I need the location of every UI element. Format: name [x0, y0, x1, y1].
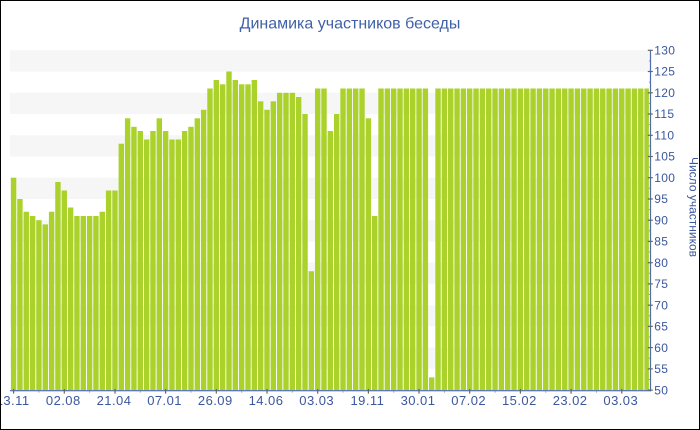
svg-text:07.01: 07.01 — [147, 393, 182, 408]
svg-text:65: 65 — [654, 319, 668, 333]
svg-text:13.11: 13.11 — [0, 393, 29, 408]
svg-text:125: 125 — [654, 64, 675, 78]
svg-text:21.04: 21.04 — [96, 393, 131, 408]
svg-text:14.06: 14.06 — [248, 393, 283, 408]
svg-text:26.09: 26.09 — [197, 393, 232, 408]
svg-text:75: 75 — [654, 277, 668, 291]
svg-text:03.03: 03.03 — [603, 393, 638, 408]
svg-text:80: 80 — [654, 255, 668, 269]
svg-text:03.03: 03.03 — [299, 393, 334, 408]
svg-text:115: 115 — [654, 107, 674, 121]
svg-text:130: 130 — [654, 43, 675, 57]
svg-text:15.02: 15.02 — [502, 393, 537, 408]
svg-text:50: 50 — [654, 383, 668, 397]
svg-text:23.02: 23.02 — [552, 393, 587, 408]
svg-text:55: 55 — [654, 362, 668, 376]
svg-text:70: 70 — [654, 298, 668, 312]
svg-text:19.11: 19.11 — [350, 393, 384, 408]
svg-text:Динамика участников беседы: Динамика участников беседы — [239, 15, 460, 32]
svg-text:105: 105 — [654, 149, 675, 163]
svg-text:60: 60 — [654, 340, 668, 354]
svg-text:100: 100 — [654, 170, 675, 184]
svg-text:30.01: 30.01 — [400, 393, 435, 408]
svg-text:90: 90 — [654, 213, 668, 227]
svg-text:95: 95 — [654, 192, 668, 206]
svg-text:Число участников: Число участников — [686, 156, 699, 256]
svg-text:07.02: 07.02 — [451, 393, 486, 408]
svg-text:02.08: 02.08 — [45, 393, 80, 408]
svg-text:120: 120 — [654, 86, 675, 100]
svg-text:85: 85 — [654, 234, 668, 248]
svg-text:110: 110 — [654, 128, 674, 142]
